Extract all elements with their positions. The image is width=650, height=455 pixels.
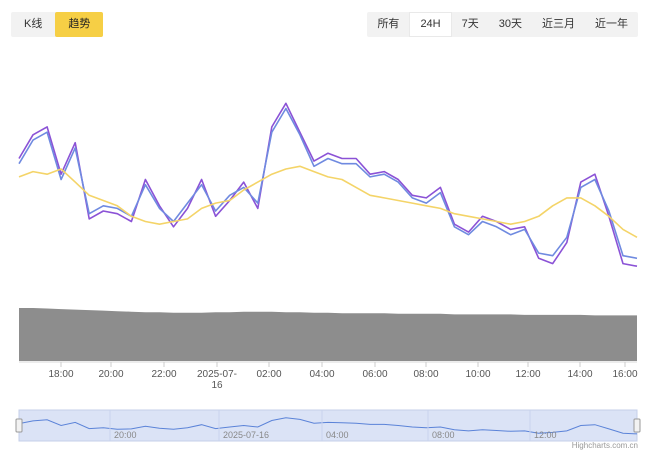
x-tick-label: 02:00 xyxy=(256,369,281,380)
navigator-tick-label: 20:00 xyxy=(114,430,137,440)
navigator-left-handle[interactable] xyxy=(15,418,23,433)
tab-trend[interactable]: 趋势 xyxy=(55,12,104,37)
volume-area-group xyxy=(19,308,637,361)
range-30d-button[interactable]: 30天 xyxy=(498,18,522,30)
x-tick-label: 14:00 xyxy=(567,369,592,380)
price-series-group xyxy=(18,102,638,267)
highcharts-credit[interactable]: Highcharts.com.cn xyxy=(571,441,638,450)
navigator[interactable]: 20:00 2025-07-16 04:00 08:00 12:00 xyxy=(15,409,641,442)
navigator-window[interactable] xyxy=(18,409,638,442)
tab-kline[interactable]: K线 xyxy=(24,18,43,30)
navigator-right-handle[interactable] xyxy=(633,418,641,433)
x-tick-label: 06:00 xyxy=(362,369,387,380)
range-7d-button[interactable]: 7天 xyxy=(461,18,479,30)
range-all-button[interactable]: 所有 xyxy=(377,18,400,30)
x-tick-label: 04:00 xyxy=(309,369,334,380)
volume-area xyxy=(19,308,637,361)
range-3m-button[interactable]: 近三月 xyxy=(542,18,575,30)
navigator-tick-label: 04:00 xyxy=(326,430,349,440)
x-tick-label: 08:00 xyxy=(413,369,438,380)
x-tick-label: 20:00 xyxy=(98,369,123,380)
x-tick-label: 22:00 xyxy=(151,369,176,380)
x-tick-label: 10:00 xyxy=(465,369,490,380)
x-axis-ticks: 18:00 20:00 22:00 2025-07-16 02:00 04:00 06:00… xyxy=(48,362,638,391)
chart-type-toggle: K线 趋势 xyxy=(11,12,104,37)
x-tick-label: 18:00 xyxy=(48,369,73,380)
x-tick-label: 16:00 xyxy=(612,369,637,380)
series-line-1 xyxy=(18,107,638,260)
range-selector: 所有 24H 7天 30天 近三月 近一年 xyxy=(367,12,638,37)
x-tick-label: 12:00 xyxy=(515,369,540,380)
x-tick-label: 16 xyxy=(211,380,223,391)
x-tick-label: 2025-07- xyxy=(197,369,237,380)
navigator-tick-label: 2025-07-16 xyxy=(223,430,269,440)
range-1y-button[interactable]: 近一年 xyxy=(595,18,628,30)
series-line-0 xyxy=(18,102,638,267)
navigator-tick-label: 12:00 xyxy=(534,430,557,440)
series-line-2 xyxy=(18,165,638,238)
range-24h-button[interactable]: 24H xyxy=(409,12,452,37)
navigator-series xyxy=(18,417,638,435)
navigator-tick-label: 08:00 xyxy=(432,430,455,440)
